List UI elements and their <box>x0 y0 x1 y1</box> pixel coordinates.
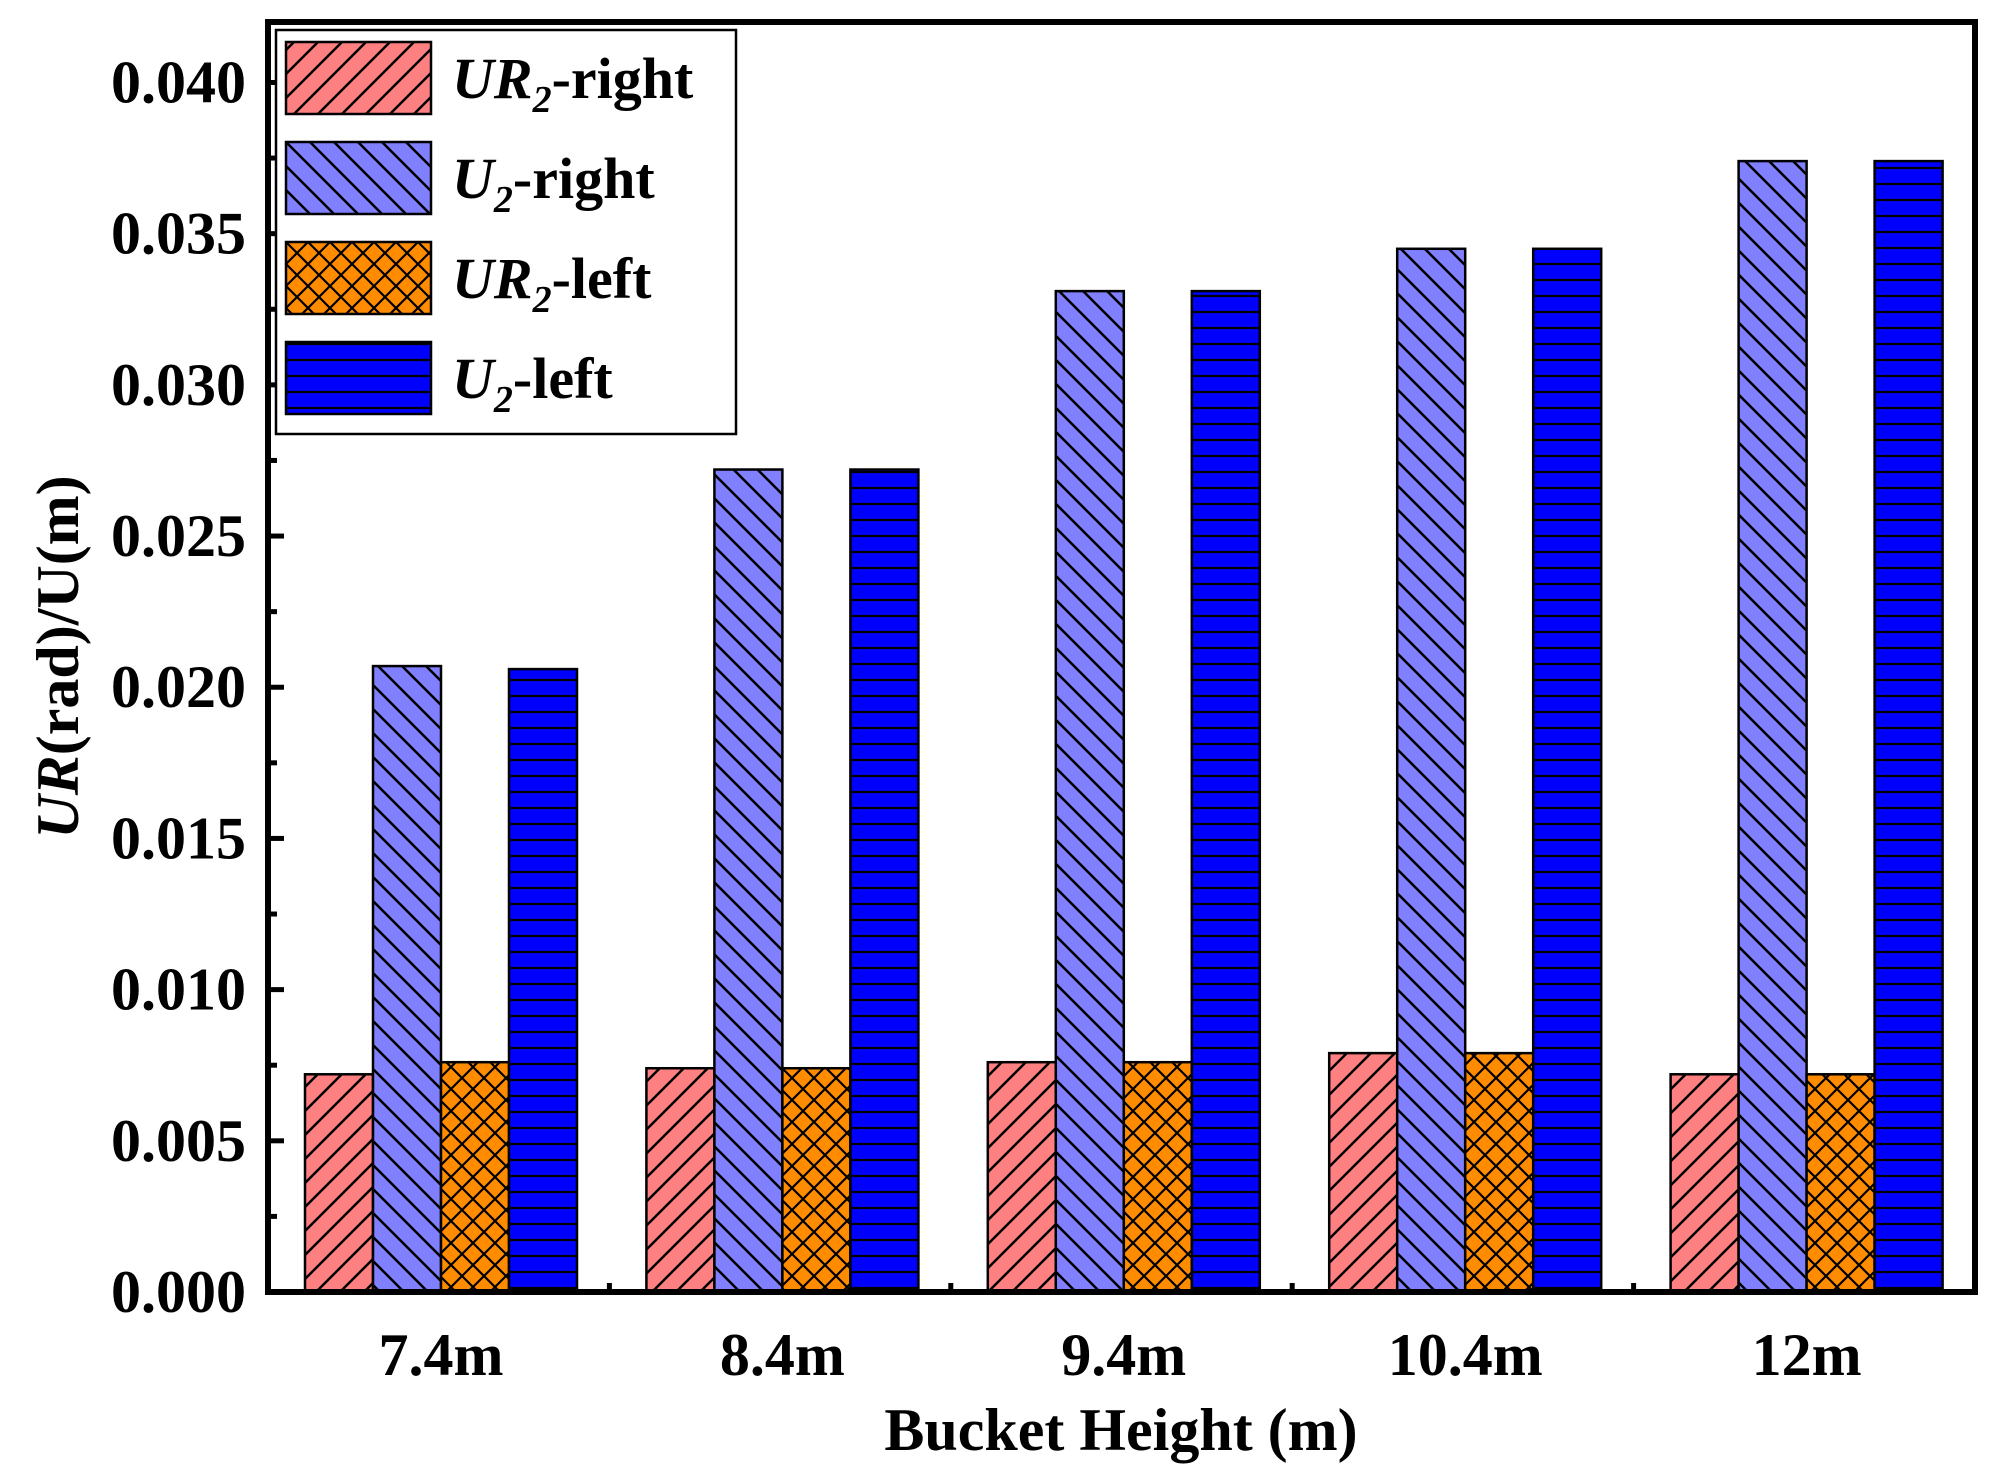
y-axis-ticks: 0.000 0.005 0.010 0.015 0.020 0.025 0.030 0.035… <box>111 49 284 1325</box>
bar-U2-right-10.4m <box>1395 247 1467 1294</box>
legend-swatch-UR2-right <box>284 40 433 116</box>
legend-swatch-U2-right <box>284 140 433 216</box>
y-tick-label: 0.025 <box>111 503 246 569</box>
legend-label-main: UR <box>452 46 533 111</box>
y-tick-label: 0.030 <box>111 352 246 418</box>
y-tick-label: 0.020 <box>111 654 246 720</box>
x-tick-label: 7.4m <box>379 1322 504 1388</box>
bar-U2-left-12m <box>1873 159 1944 1294</box>
bar-U2-right-7.4m <box>371 664 443 1294</box>
legend-label-rest: -left <box>552 246 652 311</box>
x-axis-ticks: 7.4m 8.4m 9.4m 10.4m 12m <box>379 1283 1862 1388</box>
y-axis-title-italic: UR <box>25 755 91 838</box>
legend-label-UR2-left: UR2-left <box>452 246 652 321</box>
legend-label-main: U <box>452 346 497 411</box>
y-tick-label: 0.015 <box>111 805 246 871</box>
legend-label-sub: 2 <box>493 179 513 221</box>
legend-label-rest: -right <box>552 46 694 111</box>
legend-label-main: U <box>452 146 497 211</box>
bar-UR2-left-10.4m <box>1463 1051 1535 1294</box>
bar-U2-left-9.4m <box>1190 289 1262 1294</box>
x-axis-title: Bucket Height (m) <box>884 1397 1357 1463</box>
y-tick-label: 0.010 <box>111 957 246 1023</box>
legend-label-sub: 2 <box>493 379 513 421</box>
y-tick-label: 0.000 <box>111 1259 246 1325</box>
x-tick-label: 10.4m <box>1388 1322 1543 1388</box>
bar-UR2-left-9.4m <box>1122 1060 1194 1294</box>
bar-U2-left-7.4m <box>507 667 579 1294</box>
bar-UR2-right-9.4m <box>986 1060 1058 1294</box>
legend-label-sub: 2 <box>532 279 552 321</box>
bar-U2-right-12m <box>1737 159 1808 1294</box>
y-axis-title-rest: (rad)/U(m) <box>25 475 91 755</box>
x-tick-label: 12m <box>1752 1322 1862 1388</box>
bars-layer <box>303 159 1944 1294</box>
y-tick-label: 0.040 <box>111 49 246 115</box>
legend-swatch-UR2-left <box>284 240 433 316</box>
bar-UR2-right-10.4m <box>1327 1051 1399 1294</box>
legend-label-UR2-right: UR2-right <box>452 46 694 121</box>
bar-UR2-right-12m <box>1669 1073 1740 1294</box>
bar-UR2-left-12m <box>1805 1073 1876 1294</box>
y-tick-label: 0.005 <box>111 1108 246 1174</box>
bar-U2-right-9.4m <box>1054 289 1126 1294</box>
legend-swatch-U2-left <box>284 340 433 416</box>
legend-label-U2-right: U2-right <box>452 146 655 221</box>
x-tick-label: 9.4m <box>1061 1322 1186 1388</box>
bar-UR2-right-8.4m <box>645 1066 716 1294</box>
y-tick-label: 0.035 <box>111 201 246 267</box>
legend-label-main: UR <box>452 246 533 311</box>
y-axis-title: UR(rad)/U(m) <box>25 475 91 838</box>
x-tick-label: 8.4m <box>720 1322 845 1388</box>
bar-UR2-left-7.4m <box>439 1060 511 1294</box>
plot-frame <box>265 19 1978 1295</box>
legend-label-U2-left: U2-left <box>452 346 613 421</box>
bar-U2-right-8.4m <box>713 468 784 1294</box>
bar-UR2-right-7.4m <box>303 1073 375 1294</box>
bar-UR2-left-8.4m <box>781 1066 852 1294</box>
legend-label-rest: -left <box>513 346 613 411</box>
legend-label-sub: 2 <box>532 79 552 121</box>
legend-label-rest: -right <box>513 146 655 211</box>
bar-U2-left-8.4m <box>849 468 920 1294</box>
bar-U2-left-10.4m <box>1531 247 1603 1294</box>
